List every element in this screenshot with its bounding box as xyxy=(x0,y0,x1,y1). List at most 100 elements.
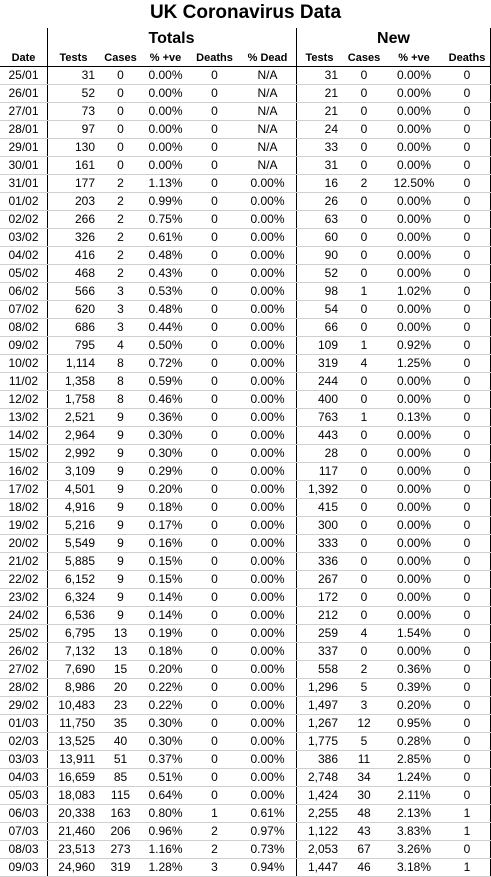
cell-total-tests: 5,216 xyxy=(47,516,100,535)
cell-date: 08/02 xyxy=(0,318,47,337)
cell-total-tests: 1,358 xyxy=(47,372,100,391)
cell-date: 07/03 xyxy=(0,822,47,841)
cell-new-tests: 1,424 xyxy=(296,786,343,805)
cell-new-deaths: 0 xyxy=(443,534,491,553)
cell-total-deaths: 0 xyxy=(190,552,239,571)
cell-total-deaths: 0 xyxy=(190,174,239,193)
cell-total-tests: 11,750 xyxy=(47,714,100,733)
cell-new-pct-positive: 3.83% xyxy=(385,822,443,841)
cell-new-tests: 1,775 xyxy=(296,732,343,751)
cell-total-pct-positive: 0.15% xyxy=(141,552,190,571)
cell-total-pct-positive: 0.53% xyxy=(141,282,190,301)
cell-new-pct-positive: 0.00% xyxy=(385,156,443,175)
cell-new-pct-positive: 0.13% xyxy=(385,408,443,427)
cell-total-deaths: 0 xyxy=(190,192,239,211)
cell-date: 29/01 xyxy=(0,138,47,157)
cell-total-pct-positive: 1.13% xyxy=(141,174,190,193)
cell-new-tests: 1,392 xyxy=(296,480,343,499)
cell-total-pct-dead: 0.00% xyxy=(239,480,296,499)
cell-date: 17/02 xyxy=(0,480,47,499)
cell-total-deaths: 0 xyxy=(190,462,239,481)
table-row: 24/02 6,536 9 0.14% 0 0.00% 212 0 0.00% 0 xyxy=(0,606,491,625)
cell-new-cases: 0 xyxy=(343,516,385,535)
cell-new-tests: 63 xyxy=(296,210,343,229)
cell-new-tests: 212 xyxy=(296,606,343,625)
cell-total-pct-positive: 0.48% xyxy=(141,246,190,265)
table-row: 01/03 11,750 35 0.30% 0 0.00% 1,267 12 0.95% 0 xyxy=(0,714,491,733)
table-row: 26/01 52 0 0.00% 0 N/A 21 0 0.00% 0 xyxy=(0,84,491,103)
cell-new-tests: 90 xyxy=(296,246,343,265)
cell-new-cases: 0 xyxy=(343,102,385,121)
cell-total-pct-positive: 0.00% xyxy=(141,156,190,175)
cell-new-pct-positive: 0.92% xyxy=(385,336,443,355)
cell-total-deaths: 0 xyxy=(190,606,239,625)
cell-total-cases: 40 xyxy=(100,732,141,751)
table-row: 28/02 8,986 20 0.22% 0 0.00% 1,296 5 0.39% 0 xyxy=(0,678,491,697)
cell-new-cases: 0 xyxy=(343,318,385,337)
cell-total-pct-dead: 0.00% xyxy=(239,372,296,391)
cell-new-tests: 1,122 xyxy=(296,822,343,841)
table-row: 25/02 6,795 13 0.19% 0 0.00% 259 4 1.54% 0 xyxy=(0,624,491,643)
table-row: 12/02 1,758 8 0.46% 0 0.00% 400 0 0.00% 0 xyxy=(0,390,491,409)
cell-date: 28/02 xyxy=(0,678,47,697)
cell-total-deaths: 0 xyxy=(190,102,239,121)
table-row: 23/02 6,324 9 0.14% 0 0.00% 172 0 0.00% 0 xyxy=(0,588,491,607)
cell-new-deaths: 0 xyxy=(443,444,491,463)
cell-total-cases: 0 xyxy=(100,156,141,175)
cell-total-cases: 9 xyxy=(100,462,141,481)
cell-total-deaths: 0 xyxy=(190,588,239,607)
cell-total-pct-positive: 0.30% xyxy=(141,732,190,751)
cell-total-cases: 9 xyxy=(100,444,141,463)
cell-new-cases: 0 xyxy=(343,642,385,661)
cell-new-deaths: 0 xyxy=(443,714,491,733)
cell-total-pct-positive: 0.20% xyxy=(141,480,190,499)
cell-new-deaths: 0 xyxy=(443,606,491,625)
cell-total-tests: 416 xyxy=(47,246,100,265)
cell-date: 28/01 xyxy=(0,120,47,139)
cell-total-deaths: 0 xyxy=(190,732,239,751)
cell-new-tests: 300 xyxy=(296,516,343,535)
cell-date: 22/02 xyxy=(0,570,47,589)
cell-new-pct-positive: 0.00% xyxy=(385,444,443,463)
cell-total-cases: 2 xyxy=(100,210,141,229)
cell-total-cases: 23 xyxy=(100,696,141,715)
cell-total-deaths: 0 xyxy=(190,138,239,157)
cell-total-cases: 15 xyxy=(100,660,141,679)
cell-total-pct-dead: 0.00% xyxy=(239,192,296,211)
cell-new-pct-positive: 0.00% xyxy=(385,498,443,517)
cell-new-pct-positive: 1.24% xyxy=(385,768,443,787)
cell-total-tests: 23,513 xyxy=(47,840,100,859)
cell-new-deaths: 0 xyxy=(443,462,491,481)
cell-total-deaths: 0 xyxy=(190,768,239,787)
cell-date: 14/02 xyxy=(0,426,47,445)
cell-new-pct-positive: 1.02% xyxy=(385,282,443,301)
cell-total-deaths: 0 xyxy=(190,642,239,661)
cell-total-pct-dead: 0.00% xyxy=(239,282,296,301)
cell-new-cases: 0 xyxy=(343,246,385,265)
cell-new-deaths: 0 xyxy=(443,174,491,193)
cell-total-pct-dead: 0.00% xyxy=(239,444,296,463)
cell-new-tests: 336 xyxy=(296,552,343,571)
cell-new-pct-positive: 0.00% xyxy=(385,570,443,589)
cell-new-tests: 52 xyxy=(296,264,343,283)
cell-new-deaths: 0 xyxy=(443,750,491,769)
cell-new-pct-positive: 3.18% xyxy=(385,858,443,877)
cell-new-tests: 28 xyxy=(296,444,343,463)
cell-total-pct-dead: 0.00% xyxy=(239,552,296,571)
cell-total-cases: 8 xyxy=(100,354,141,373)
cell-date: 09/02 xyxy=(0,336,47,355)
cell-new-tests: 244 xyxy=(296,372,343,391)
cell-new-cases: 43 xyxy=(343,822,385,841)
cell-total-pct-positive: 0.00% xyxy=(141,120,190,139)
cell-new-tests: 386 xyxy=(296,750,343,769)
new-group-header: New xyxy=(377,30,410,47)
cell-new-deaths: 0 xyxy=(443,732,491,751)
cell-total-pct-dead: 0.00% xyxy=(239,426,296,445)
cell-total-pct-dead: 0.00% xyxy=(239,498,296,517)
cell-total-pct-dead: 0.00% xyxy=(239,534,296,553)
cell-new-deaths: 0 xyxy=(443,480,491,499)
cell-new-pct-positive: 0.00% xyxy=(385,120,443,139)
cell-total-tests: 13,911 xyxy=(47,750,100,769)
cell-date: 01/03 xyxy=(0,714,47,733)
cell-total-tests: 2,521 xyxy=(47,408,100,427)
